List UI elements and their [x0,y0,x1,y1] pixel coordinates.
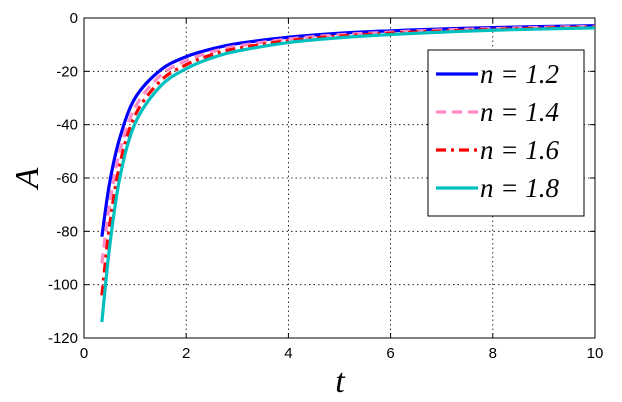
legend-label-4: n = 1.8 [480,173,559,203]
x-tick-label: 8 [489,345,497,362]
legend-label-1: n = 1.2 [480,59,559,89]
y-tick-label: 0 [70,10,78,27]
x-tick-label: 2 [182,345,190,362]
legend-label-2: n = 1.4 [480,97,559,127]
x-tick-label: 0 [80,345,88,362]
axis-ticks: 0 2 4 6 8 10 -120 -100 -80 -60 -40 -20 0 [48,10,603,362]
y-tick-label: -60 [56,170,78,187]
y-axis-label: A [9,167,46,190]
series-line-1 [100,24,596,237]
y-tick-label: -120 [48,330,78,347]
x-axis-label: t [335,363,346,400]
grid [84,18,595,338]
legend-label-3: n = 1.6 [480,135,559,165]
series-line-3 [100,25,596,296]
legend: n = 1.2 n = 1.4 n = 1.6 n = 1.8 [427,49,585,217]
y-tick-label: -100 [48,277,78,294]
x-tick-label: 4 [284,345,292,362]
series-lines [100,24,596,323]
y-tick-label: -40 [56,117,78,134]
x-tick-label: 6 [386,345,394,362]
y-tick-label: -80 [56,223,78,240]
x-tick-label: 10 [587,345,604,362]
series-line-4 [100,26,596,323]
y-tick-label: -20 [56,63,78,80]
